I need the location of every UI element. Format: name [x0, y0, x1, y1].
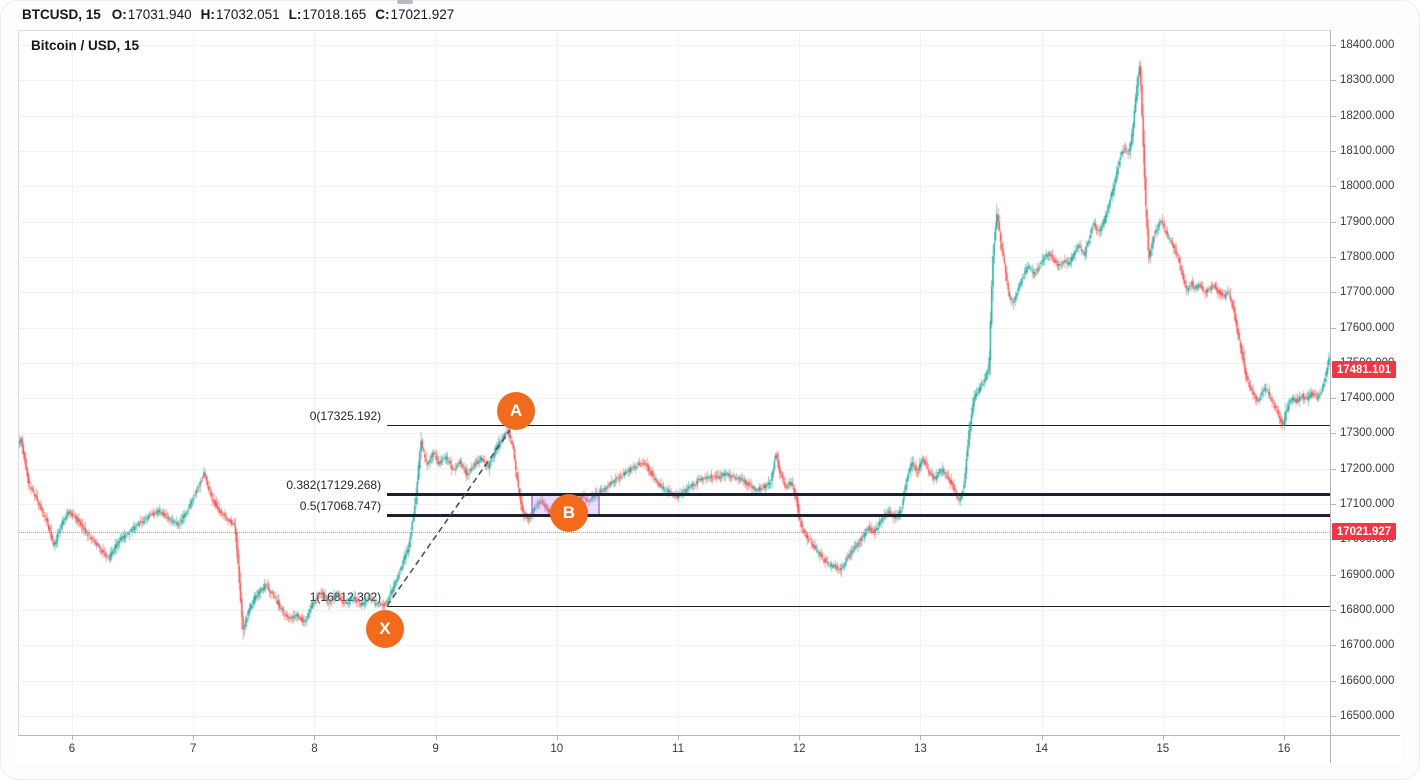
price-tick-mark: [1331, 292, 1336, 294]
xa-dashed-trendline[interactable]: [386, 429, 511, 607]
time-tick-mark: [678, 736, 679, 740]
ohlc-values: O: 17031.940 H: 17032.051 L: 17018.165 C: 17021…: [112, 7, 455, 22]
price-tick-label: 17900.000: [1340, 215, 1395, 228]
time-tick-label: 9: [432, 743, 439, 755]
price-tick-mark: [1331, 327, 1336, 329]
price-tick-mark: [1331, 716, 1336, 717]
time-tick-mark: [72, 736, 73, 740]
ohlc-field-value: 17021.927: [390, 7, 455, 22]
price-tick-label: 17700.000: [1340, 286, 1395, 299]
price-axis[interactable]: 18400.000 18300.000 18200.000 18100.000 1800…: [1330, 30, 1400, 735]
price-tick-mark: [1331, 115, 1336, 117]
price-tick-label: 17100.000: [1340, 498, 1395, 511]
price-tick-label: 17800.000: [1340, 250, 1395, 263]
price-tick-mark: [1331, 574, 1336, 576]
price-tick-mark: [1331, 80, 1336, 82]
axis-corner-box: [1330, 736, 1401, 763]
price-tick-label: 17400.000: [1340, 392, 1395, 405]
ohlc-field-value: 17031.940: [127, 7, 192, 22]
price-tick-label: 16500.000: [1340, 710, 1395, 722]
price-tick-label: 18300.000: [1340, 74, 1395, 87]
time-tick-mark: [799, 736, 801, 740]
price-tick-label: 16600.000: [1340, 674, 1395, 687]
price-tick-label: 18200.000: [1340, 109, 1395, 122]
time-tick-label: 12: [792, 743, 806, 755]
time-tick-label: 13: [913, 743, 927, 755]
price-tick-label: 16700.000: [1340, 639, 1395, 652]
time-tick-mark: [1284, 736, 1285, 740]
ohlc-field-key: C:: [375, 7, 390, 22]
ohlc-field-O: O: 17031.940: [112, 7, 192, 22]
price-tick-mark: [1331, 433, 1336, 435]
candles-canvas[interactable]: [19, 31, 1330, 735]
price-tick-label: 16900.000: [1340, 568, 1395, 581]
time-tick-label: 7: [189, 743, 197, 755]
chart-plot-area[interactable]: Bitcoin / USD, 15 0(17325.192)0.382(1712…: [19, 31, 1330, 735]
ohlc-field-key: H:: [200, 7, 215, 22]
time-tick-mark: [556, 736, 558, 740]
xa-trendline-svg: [386, 429, 511, 607]
symbol-label: BTCUSD, 15: [22, 7, 101, 22]
fib-level-line-0.382[interactable]: [387, 492, 1330, 496]
time-tick-mark: [314, 736, 316, 740]
time-tick-mark: [1162, 736, 1164, 740]
price-tick-label: 17600.000: [1340, 321, 1395, 334]
point-marker-X[interactable]: X: [365, 609, 404, 648]
time-tick-label: 11: [672, 743, 684, 755]
price-tick-label: 16800.000: [1340, 604, 1395, 617]
price-tick-mark: [1331, 504, 1336, 506]
price-tick-label: 17300.000: [1340, 427, 1395, 440]
time-tick-label: 14: [1035, 743, 1048, 755]
ohlc-field-C: C: 17021.927: [375, 7, 454, 22]
time-tick-mark: [1041, 736, 1043, 740]
price-tick-mark: [1331, 256, 1336, 258]
time-tick-label: 8: [311, 743, 318, 755]
ohlc-field-value: 17018.165: [302, 7, 367, 22]
time-tick-label: 6: [68, 743, 76, 755]
price-tick-mark: [1331, 468, 1336, 470]
ohlc-field-value: 17032.051: [215, 7, 280, 22]
price-tick-mark: [1331, 45, 1336, 46]
point-marker-B[interactable]: B: [549, 493, 588, 532]
price-tick-mark: [1331, 186, 1336, 188]
time-tick-label: 15: [1156, 743, 1170, 755]
ohlc-field-key: O:: [111, 7, 127, 22]
time-tick-label: 10: [550, 743, 564, 755]
point-marker-A[interactable]: A: [496, 391, 535, 430]
price-tick-mark: [1331, 610, 1336, 612]
price-tick-mark: [1331, 150, 1336, 152]
current-price-badge: 17021.927: [1332, 523, 1396, 541]
ohlc-header: BTCUSD, 15 O: 17031.940 H: 17032.051 L: 17018…: [22, 7, 454, 22]
ohlc-field-L: L: 17018.165: [289, 7, 367, 22]
time-axis[interactable]: 6 7 8 9 10 11 12 13 14 15 16: [18, 735, 1401, 763]
price-tick-mark: [1331, 398, 1336, 400]
price-tick-mark: [1331, 645, 1336, 647]
time-tick-mark: [920, 736, 922, 740]
price-tick-label: 17200.000: [1340, 462, 1395, 475]
price-tick-mark: [1331, 221, 1336, 223]
time-tick-label: 16: [1277, 743, 1291, 755]
price-tick-label: 18100.000: [1340, 144, 1395, 157]
time-tick-mark: [193, 736, 195, 740]
cropped-toolbar-artifact: [397, 0, 413, 4]
price-tick-mark: [1331, 680, 1336, 682]
price-tick-label: 18400.000: [1340, 39, 1395, 51]
last-close-badge: 17481.101: [1332, 361, 1396, 379]
price-tick-label: 18000.000: [1340, 180, 1395, 193]
time-tick-mark: [435, 736, 437, 740]
fib-level-line-0.5[interactable]: [387, 514, 1330, 518]
ohlc-field-H: H: 17032.051: [201, 7, 280, 22]
ohlc-field-key: L:: [288, 7, 302, 22]
